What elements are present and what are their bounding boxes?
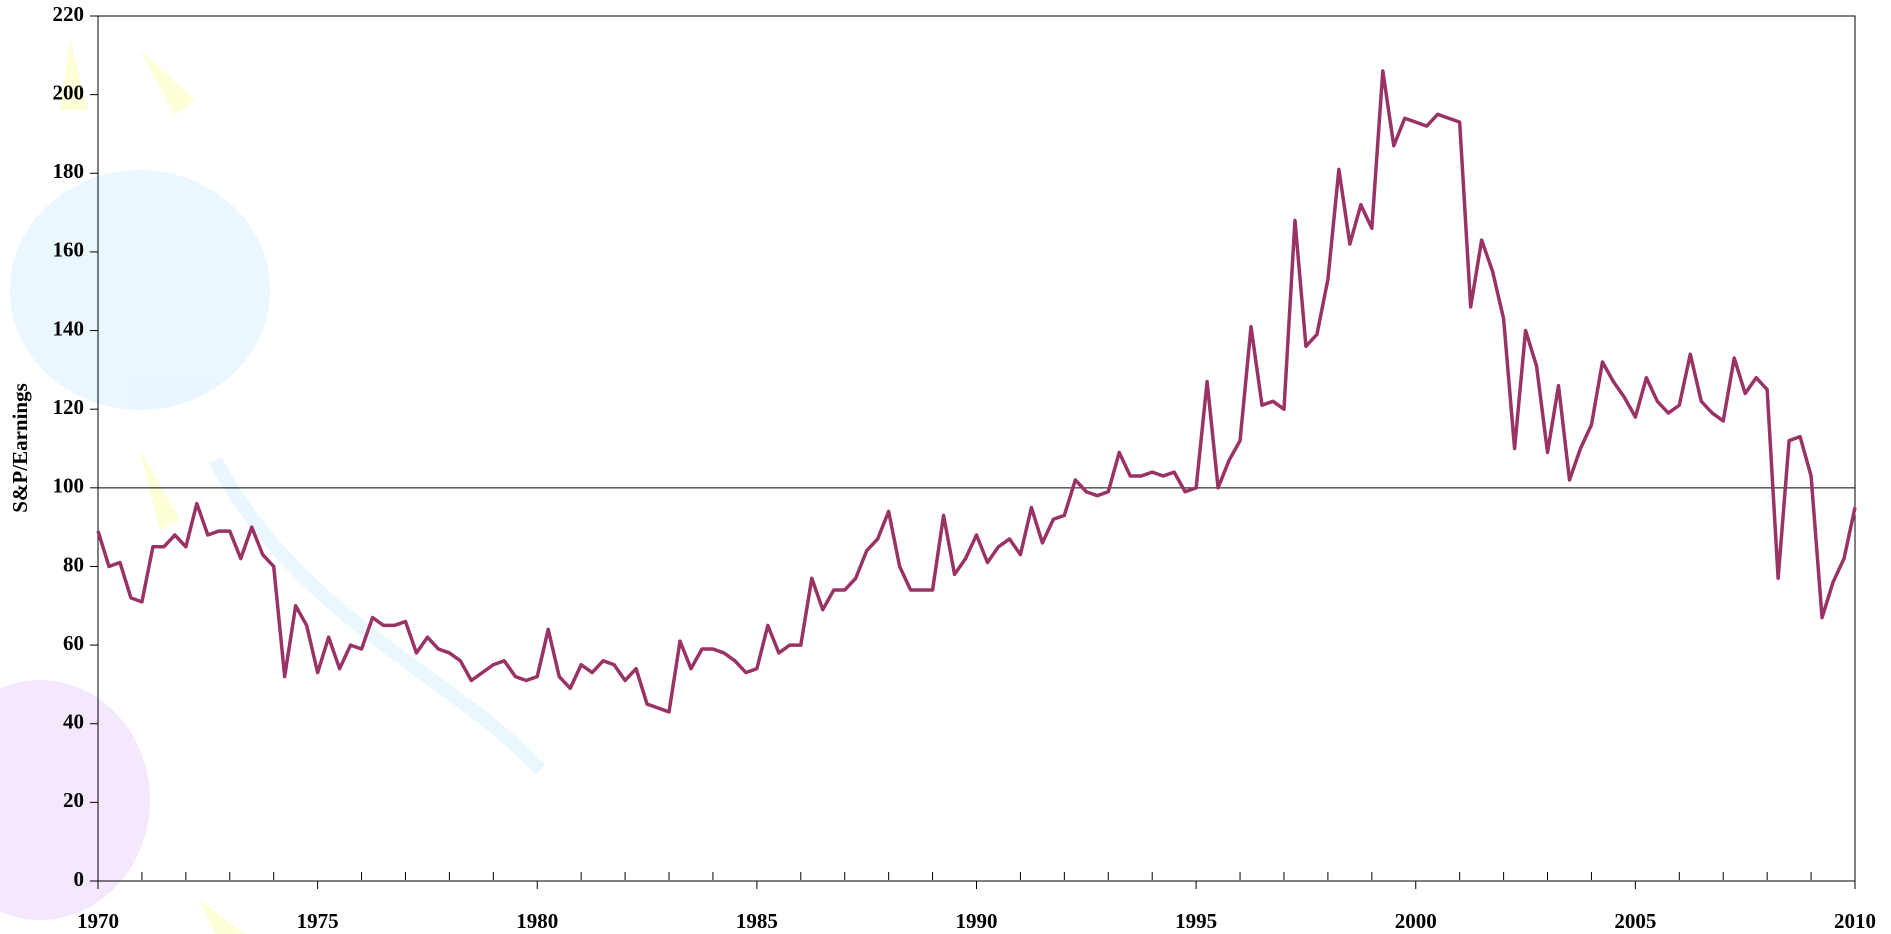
y-tick-label: 200 [53,80,85,104]
plot-area [97,15,1856,882]
x-tick-label: 1970 [77,909,119,933]
x-tick-label: 1975 [297,909,339,933]
y-tick-label: 60 [63,631,84,655]
y-tick-label: 120 [53,395,85,419]
data-line [96,69,1857,714]
y-axis-label: S&P/Earnings [8,383,32,513]
y-tick-label: 100 [53,474,85,498]
y-tick-label: 80 [63,552,84,576]
x-tick-label: 1985 [736,909,778,933]
y-tick-label: 0 [74,867,85,891]
y-tick-label: 40 [63,710,84,734]
y-tick-label: 180 [53,159,85,183]
y-tick-label: 20 [63,788,84,812]
x-tick-label: 2010 [1834,909,1876,933]
x-tick-label: 2005 [1614,909,1656,933]
x-tick-label: 1990 [956,909,998,933]
y-tick-label: 140 [53,316,85,340]
x-tick-label: 1995 [1175,909,1217,933]
background-decoration [0,40,546,934]
y-tick-label: 160 [53,238,85,262]
y-tick-label: 220 [53,2,85,26]
x-tick-label: 2000 [1395,909,1437,933]
x-tick-label: 1980 [516,909,558,933]
